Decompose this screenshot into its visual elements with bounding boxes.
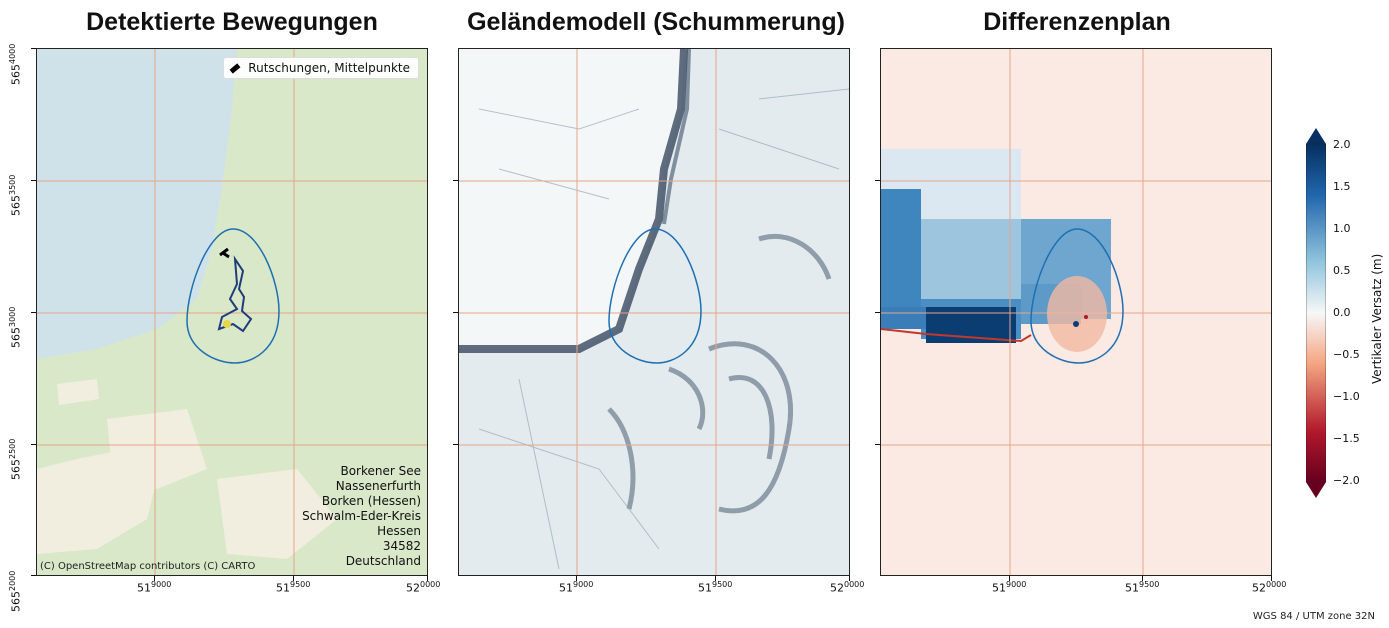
- x-tick-mark: [1009, 576, 1010, 581]
- colorbar-tick: 1.5: [1333, 180, 1351, 193]
- panel-title-movements: Detektierte Bewegungen: [86, 8, 378, 36]
- y-tick-mark: [31, 48, 36, 49]
- location-address: Borkener See Nassenerfurth Borken (Hesse…: [302, 464, 421, 569]
- y-tick-mark: [453, 312, 458, 313]
- y-tick-label: 5654000: [8, 43, 23, 85]
- colorbar-tick: 2.0: [1333, 138, 1351, 151]
- address-line: Schwalm-Eder-Kreis: [302, 509, 421, 523]
- x-tick-mark: [154, 576, 155, 581]
- basemap: [37, 49, 427, 575]
- difference-raster: [881, 49, 1271, 575]
- colorbar-tick: 0.5: [1333, 264, 1351, 277]
- x-tick-label: 519500: [276, 580, 311, 595]
- y-tick-mark: [875, 180, 880, 181]
- x-tick-label: 520000: [830, 580, 865, 595]
- y-tick-mark: [875, 444, 880, 445]
- y-tick-label: 5653500: [8, 174, 23, 216]
- colorbar-tick: 1.0: [1333, 222, 1351, 235]
- y-tick-label: 5652000: [8, 570, 23, 612]
- colorbar-tick: −1.0: [1333, 390, 1360, 403]
- y-tick-label: 5653000: [8, 306, 23, 348]
- y-tick-mark: [453, 444, 458, 445]
- x-tick-label: 519500: [1125, 580, 1160, 595]
- address-line: Deutschland: [345, 554, 421, 568]
- colorbar-extend-low: [1306, 482, 1326, 498]
- x-tick-mark: [849, 576, 850, 581]
- x-tick-label: 520000: [406, 580, 441, 595]
- map-panel-movements[interactable]: Rutschungen, Mittelpunkte Borkener See N…: [36, 48, 428, 576]
- legend-label: Rutschungen, Mittelpunkte: [248, 61, 410, 75]
- landslide-marker-icon: [229, 62, 241, 74]
- x-tick-label: 519000: [137, 580, 172, 595]
- x-tick-mark: [715, 576, 716, 581]
- x-tick-label: 519000: [559, 580, 594, 595]
- colorbar-tick: −2.0: [1333, 474, 1360, 487]
- panel-title-difference: Differenzenplan: [983, 8, 1171, 36]
- x-tick-label: 519500: [698, 580, 733, 595]
- address-line: Hessen: [377, 524, 421, 538]
- colorbar-tick: −0.5: [1333, 348, 1360, 361]
- x-tick-mark: [293, 576, 294, 581]
- address-line: Nassenerfurth: [335, 479, 421, 493]
- crs-label: WGS 84 / UTM zone 32N: [1252, 611, 1375, 622]
- map-panel-difference[interactable]: [880, 48, 1272, 576]
- map-legend: Rutschungen, Mittelpunkte: [223, 57, 419, 79]
- map-panel-hillshade[interactable]: [458, 48, 850, 576]
- address-line: Borken (Hessen): [321, 494, 421, 508]
- y-tick-mark: [31, 180, 36, 181]
- x-tick-mark: [1142, 576, 1143, 581]
- colorbar-extend-high: [1306, 128, 1326, 144]
- x-tick-mark: [1271, 576, 1272, 581]
- address-line: 34582: [382, 539, 421, 553]
- y-tick-mark: [453, 180, 458, 181]
- x-tick-mark: [576, 576, 577, 581]
- colorbar-label: Vertikaler Versatz (m): [1370, 253, 1384, 384]
- x-tick-label: 519000: [992, 580, 1027, 595]
- y-tick-mark: [875, 312, 880, 313]
- x-tick-mark: [427, 576, 428, 581]
- map-attribution: (C) OpenStreetMap contributors (C) CARTO: [40, 561, 256, 572]
- address-line: Borkener See: [340, 464, 421, 478]
- y-tick-mark: [31, 444, 36, 445]
- colorbar-tick: −1.5: [1333, 432, 1360, 445]
- colorbar-gradient: [1305, 128, 1327, 498]
- colorbar: [1305, 128, 1327, 498]
- colorbar-tick: 0.0: [1333, 306, 1351, 319]
- x-tick-label: 520000: [1252, 580, 1287, 595]
- y-tick-mark: [31, 575, 36, 576]
- hillshade-raster: [459, 49, 849, 575]
- y-tick-label: 5652500: [8, 438, 23, 480]
- panel-title-hillshade: Geländemodell (Schummerung): [467, 8, 845, 36]
- y-tick-mark: [31, 312, 36, 313]
